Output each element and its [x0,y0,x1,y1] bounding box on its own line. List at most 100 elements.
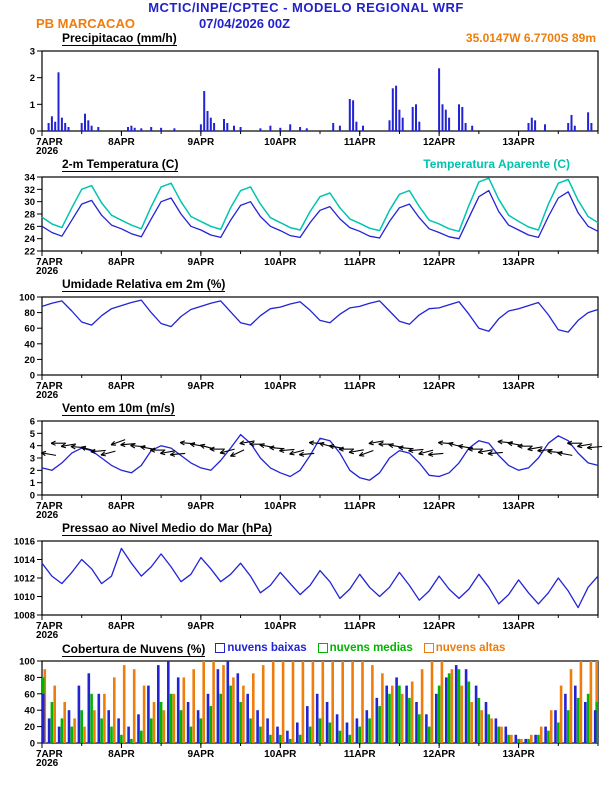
header-subline: PB MARCACAO 07/04/2026 00Z [0,16,612,31]
svg-text:12APR: 12APR [423,501,456,512]
svg-text:60: 60 [24,689,35,700]
svg-text:22: 22 [24,247,35,258]
page-title: MCTIC/INPE/CPTEC - MODELO REGIONAL WRF [148,0,464,15]
svg-text:12APR: 12APR [423,257,456,268]
svg-text:4: 4 [30,441,36,452]
svg-text:2: 2 [30,466,35,477]
legend-low-clouds-label: nuvens baixas [227,642,307,654]
panel-humidity-title: Umidade Relativa em 2m (%) [62,277,226,292]
panel-cloud-cover: Cobertura de Nuvens (%) nuvens baixas nu… [0,641,612,769]
svg-text:5: 5 [30,429,36,440]
high-clouds-swatch-icon [423,643,434,653]
svg-text:7APR: 7APR [36,257,63,268]
svg-text:100: 100 [19,657,35,668]
svg-text:32: 32 [24,185,35,196]
panel-pressure: Pressao ao Nivel Medio do Mar (hPa) 1008… [0,521,612,641]
svg-text:13APR: 13APR [502,381,535,392]
svg-text:9APR: 9APR [188,257,215,268]
svg-text:34: 34 [24,173,35,184]
svg-text:13APR: 13APR [502,749,535,760]
low-clouds-swatch-icon [215,643,226,653]
svg-text:11APR: 11APR [344,621,376,632]
cloud-cover-chart: 0 20 40 60 80 100 7APR 2026 8APR 9APR 10APR 11APR 12… [0,656,612,769]
svg-text:8APR: 8APR [108,137,135,148]
svg-text:9APR: 9APR [188,621,215,632]
svg-text:9APR: 9APR [188,381,215,392]
svg-text:2026: 2026 [36,266,59,277]
svg-text:26: 26 [24,222,35,233]
svg-text:12APR: 12APR [423,621,456,632]
svg-text:2026: 2026 [36,758,59,769]
svg-text:11APR: 11APR [344,749,376,760]
svg-text:28: 28 [24,210,35,221]
panel-humidity: Umidade Relativa em 2m (%) 0 20 40 60 80 100 7… [0,277,612,401]
svg-text:24: 24 [24,234,35,245]
svg-text:1012: 1012 [14,574,35,585]
panel-temperature: 2-m Temperatura (C) Temperatura Aparente… [0,157,612,277]
meteogram-page: MCTIC/INPE/CPTEC - MODELO REGIONAL WRF P… [0,0,612,769]
svg-text:9APR: 9APR [188,137,215,148]
svg-text:100: 100 [19,293,35,304]
panel-humidity-title-row: Umidade Relativa em 2m (%) [0,277,612,292]
svg-text:2026: 2026 [36,630,59,641]
svg-text:12APR: 12APR [423,749,456,760]
svg-text:1: 1 [30,100,36,111]
svg-text:10APR: 10APR [264,257,297,268]
panel-wind-title: Vento em 10m (m/s) [62,401,175,416]
svg-text:10APR: 10APR [264,621,297,632]
legend-item-low-clouds: nuvens baixas [215,641,307,655]
legend-item-high-clouds: nuvens altas [423,641,506,655]
svg-text:7APR: 7APR [36,621,63,632]
location-label: 35.0147W 6.7700S 89m [465,31,596,45]
svg-text:60: 60 [24,324,35,335]
svg-text:2026: 2026 [36,390,59,401]
legend-high-clouds-label: nuvens altas [435,642,506,654]
svg-text:10APR: 10APR [264,137,297,148]
pressure-chart: 1008 1010 1012 1014 1016 7APR 2026 8APR 9APR 10AP… [0,536,612,641]
svg-text:10APR: 10APR [264,749,297,760]
svg-text:1016: 1016 [14,537,35,548]
svg-text:80: 80 [24,673,35,684]
svg-text:1008: 1008 [14,611,35,622]
temperature-chart: 22 24 26 28 30 32 34 7APR 2026 8APR 9APR 10APR 11APR… [0,172,612,277]
panel-wind: Vento em 10m (m/s) 0 1 2 3 4 5 6 7APR 2026 8APR 9A… [0,401,612,521]
svg-text:40: 40 [24,339,35,350]
legend-item-mid-clouds: nuvens medias [317,641,413,655]
svg-text:2026: 2026 [36,146,59,157]
wind-chart: 0 1 2 3 4 5 6 7APR 2026 8APR 9APR 10APR 11APR 12APR 13… [0,416,612,521]
svg-text:7APR: 7APR [36,749,63,760]
svg-text:8APR: 8APR [108,381,135,392]
station-label: PB MARCACAO [36,16,135,31]
svg-text:2026: 2026 [36,510,59,521]
svg-text:8APR: 8APR [108,257,135,268]
apparent-temperature-title: Temperatura Aparente (C) [423,157,570,171]
panel-temperature-title-row: 2-m Temperatura (C) Temperatura Aparente… [0,157,612,172]
svg-text:13APR: 13APR [502,137,535,148]
svg-text:1010: 1010 [14,592,35,603]
svg-text:11APR: 11APR [344,137,376,148]
mid-clouds-swatch-icon [317,643,328,653]
svg-text:9APR: 9APR [188,749,215,760]
svg-text:20: 20 [24,722,35,733]
panel-pressure-title-row: Pressao ao Nivel Medio do Mar (hPa) [0,521,612,536]
precipitation-chart: 0 1 2 3 7APR 2026 8APR 9APR 10APR 11APR 12APR 13APR [0,46,612,157]
svg-text:1014: 1014 [14,555,36,566]
svg-text:7APR: 7APR [36,501,63,512]
panel-precipitation-title: Precipitacao (mm/h) [62,31,177,46]
svg-text:40: 40 [24,706,35,717]
model-run-label: 07/04/2026 00Z [198,16,291,31]
svg-text:11APR: 11APR [344,501,376,512]
svg-text:0: 0 [30,739,35,750]
svg-text:2: 2 [30,73,35,84]
svg-text:7APR: 7APR [36,381,63,392]
panel-cloud-cover-title: Cobertura de Nuvens (%) [62,642,206,657]
svg-text:10APR: 10APR [264,381,297,392]
svg-text:0: 0 [30,371,35,382]
svg-text:11APR: 11APR [344,257,376,268]
